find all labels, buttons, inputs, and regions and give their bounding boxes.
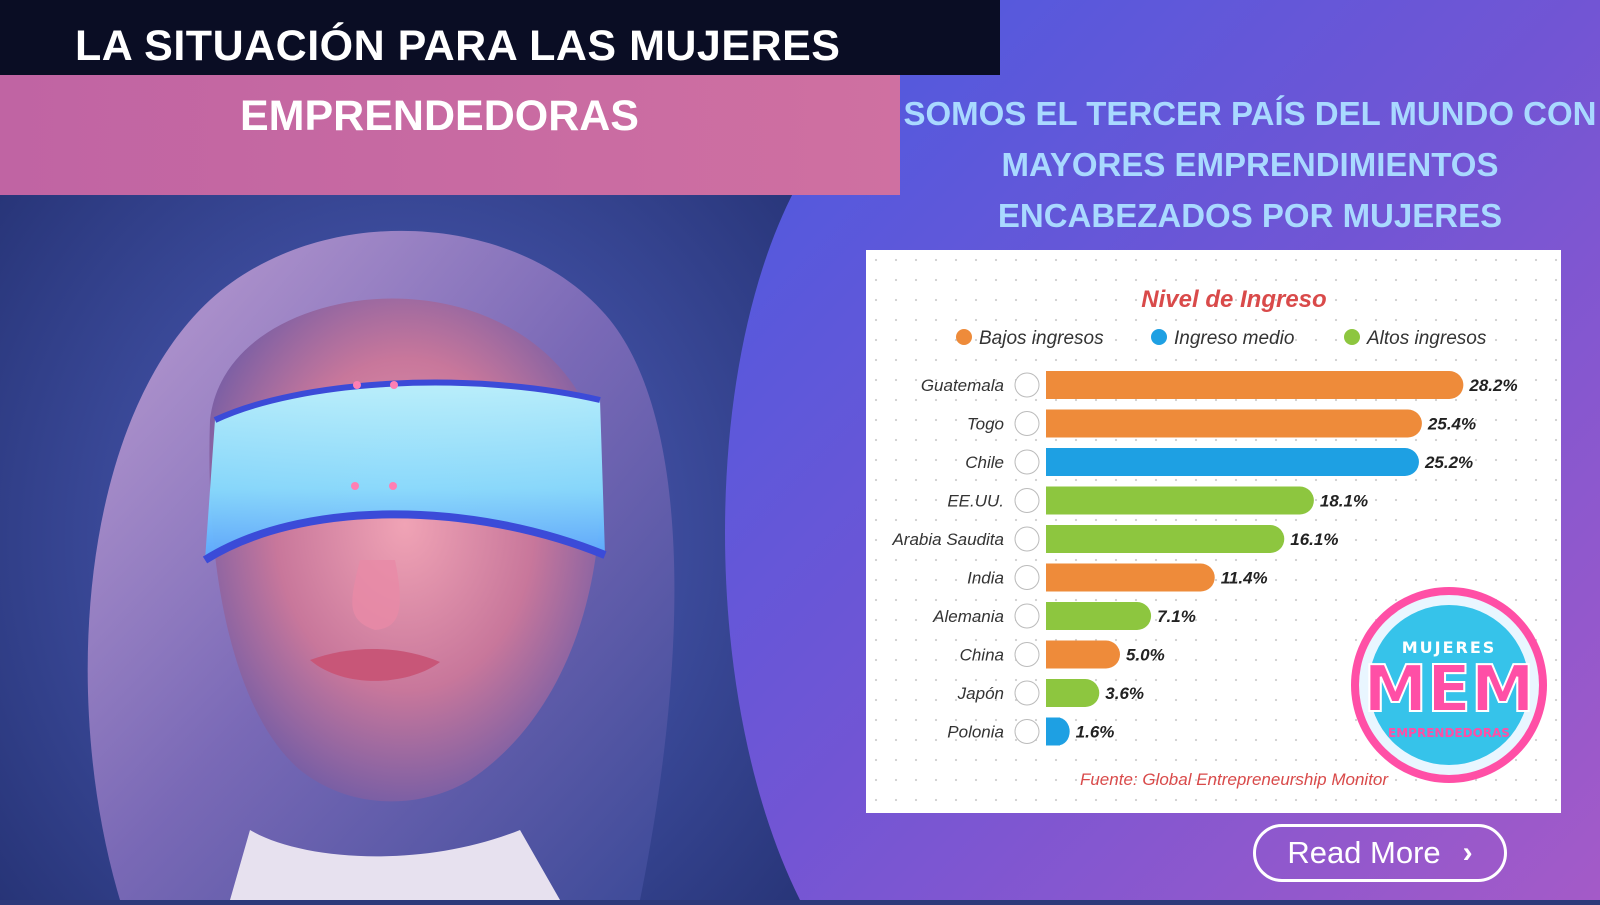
bar-left-edge [1046,525,1060,553]
bar-left-edge [1046,640,1060,669]
category-label: Togo [967,415,1004,434]
category-label: Guatemala [921,376,1004,395]
bar-left-edge [1046,409,1060,438]
bar [1046,409,1422,438]
bar [1046,563,1215,592]
flag-icon [1014,642,1040,667]
headline-line3: ENCABEZADOS POR MUJERES [997,197,1503,234]
value-label: 3.6% [1105,684,1144,703]
legend-label: Bajos ingresos [979,328,1104,349]
category-label: Polonia [947,723,1004,742]
chart-title: Nivel de Ingreso [1141,286,1326,313]
flag-icon [1014,372,1040,398]
bar-left-edge [1046,563,1060,592]
chart-card: Nivel de Ingreso Bajos ingresos Ingreso m… [866,250,1561,813]
category-label: EE.UU. [947,492,1004,511]
chevron-right-icon: › [1462,836,1473,869]
bar-left-edge [1046,371,1060,399]
title-pink-band [0,75,900,195]
value-label: 25.4% [1427,415,1476,434]
bar [1046,640,1120,669]
legend-label: Altos ingresos [1366,328,1487,349]
logo-disc [1369,605,1529,765]
legend-swatch [956,329,972,345]
value-label: 7.1% [1157,607,1196,626]
legend-swatch [1344,329,1360,345]
read-more-button[interactable]: Read More › [1253,824,1507,882]
logo-top-text: MUJERES [1402,638,1497,657]
bar-left-edge [1046,602,1060,630]
legend-swatch [1151,329,1167,345]
title-dark-band [0,0,1000,75]
logo-bottom-text: EMPRENDEDORAS [1388,726,1510,740]
flag-icon [1014,680,1040,706]
bar-left-edge [1046,717,1060,746]
flag-icon [1014,449,1040,475]
value-label: 11.4% [1221,569,1268,588]
logo-big-text: MEM [1363,653,1534,727]
category-label: Alemania [932,607,1004,626]
bar [1046,525,1285,553]
flag-icon [1014,603,1040,629]
read-more-label: Read More [1287,835,1441,870]
bar-left-edge [1046,448,1060,476]
flag-icon [1014,411,1040,436]
flag-icon [1014,565,1040,590]
page-title-line1: LA SITUACIÓN PARA LAS MUJERES [75,22,841,70]
bar-left-edge [1046,486,1060,515]
category-label: Chile [965,453,1004,472]
chart-bars: Guatemala 28.2% Togo 25.4% Chile 25.2% EE.UU. 1… [891,371,1518,746]
bar [1046,602,1152,630]
category-label: Japón [957,684,1004,703]
flag-icon [1014,488,1040,513]
woman-visor-illustration [87,230,675,901]
headline: SOMOS EL TERCER PAÍS DEL MUNDO CON MAYOR… [900,88,1600,241]
chart-source: Fuente: Global Entrepreneurship Monitor [1080,770,1389,789]
value-label: 1.6% [1076,723,1115,742]
bar [1046,371,1464,399]
headline-line1: SOMOS EL TERCER PAÍS DEL MUNDO CON [903,95,1597,132]
headline-line2: MAYORES EMPRENDIMIENTOS [1001,146,1499,183]
bar [1046,448,1419,476]
category-label: Arabia Saudita [891,530,1004,549]
mem-logo: MUJERES MEM EMPRENDEDORAS [1351,587,1547,783]
value-label: 5.0% [1126,646,1165,665]
bar [1046,486,1314,515]
legend-label: Ingreso medio [1174,328,1294,349]
value-label: 18.1% [1320,492,1368,511]
value-label: 16.1% [1290,530,1338,549]
value-label: 25.2% [1424,453,1473,472]
category-label: India [967,569,1004,588]
bar-left-edge [1046,679,1060,707]
page-title-line2: EMPRENDEDORAS [240,92,639,140]
chart-legend: Bajos ingresos Ingreso medio Altos ingreso… [956,328,1487,349]
income-bar-chart: Nivel de Ingreso Bajos ingresos Ingreso m… [891,286,1547,789]
flag-icon [1014,719,1040,744]
flag-icon [1014,526,1040,552]
value-label: 28.2% [1468,376,1517,395]
category-label: China [960,646,1004,665]
